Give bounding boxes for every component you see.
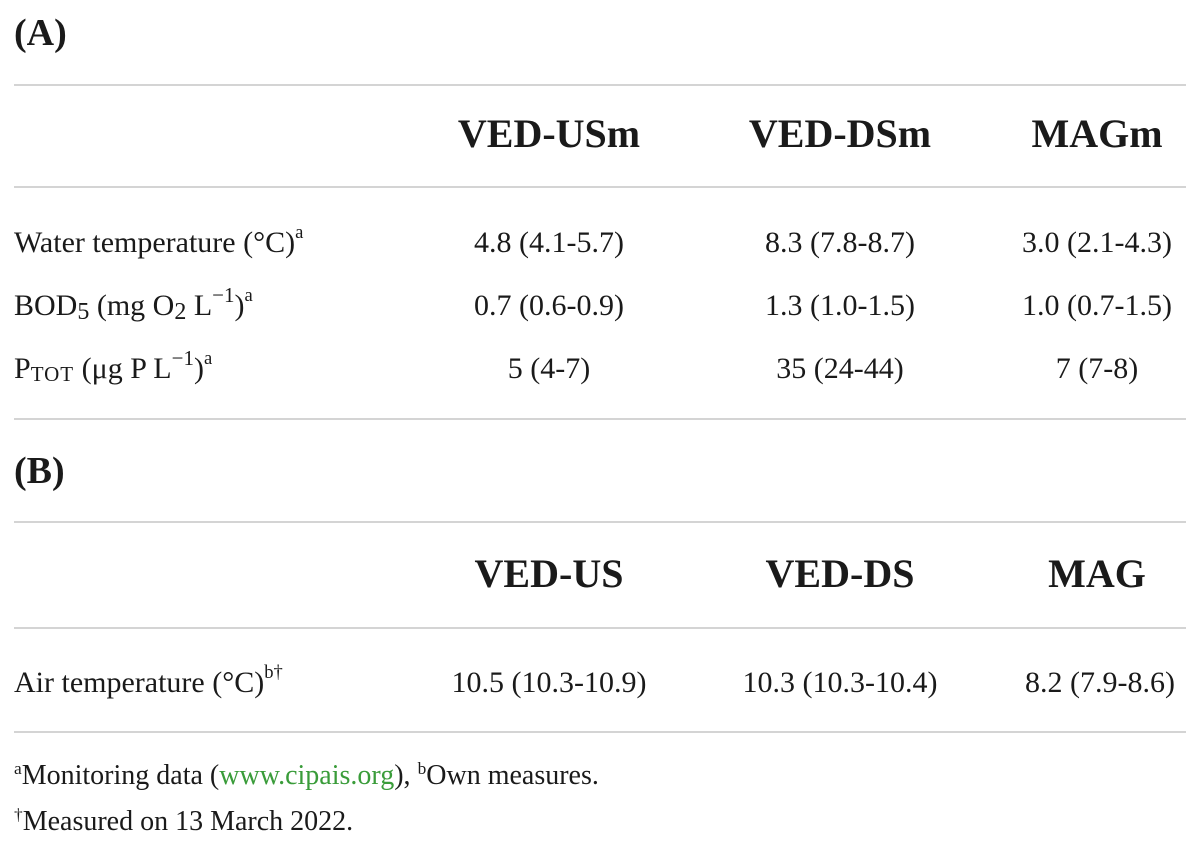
divider: [14, 418, 1186, 420]
divider: [14, 521, 1186, 523]
table-cell: 35 (24-44): [776, 352, 904, 385]
table-a-header-row: VED-USm VED-DSm MAGm: [14, 108, 1186, 158]
divider: [14, 186, 1186, 188]
table-cell: 8.3 (7.8-8.7): [765, 226, 915, 259]
table-row-water-temperature: Water temperature (°C) a 4.8 (4.1-5.7) 8.…: [14, 218, 1186, 268]
table-cell: 4.8 (4.1-5.7): [474, 226, 624, 259]
divider: [14, 627, 1186, 629]
table-cell: 1.0 (0.7-1.5): [1022, 289, 1172, 322]
table-cell: 7 (7-8): [1055, 352, 1139, 385]
table-row-ptot: P TOT (μg P L −1) a 5 (4-7) 35 (24-44) 7 (7…: [14, 344, 1186, 394]
table-b-header-row: VED-US VED-DS MAG: [14, 548, 1186, 598]
column-header-ved-ds: VED-DS: [765, 550, 915, 596]
cipais-link[interactable]: www.cipais.org: [219, 760, 395, 791]
row-label-air-temperature: Air temperature (°C) b†: [14, 661, 283, 699]
column-header-magm: MAGm: [1031, 110, 1163, 156]
table-cell: 5 (4-7): [507, 352, 591, 385]
table-cell: 10.3 (10.3-10.4): [742, 666, 938, 699]
section-a-label: (A): [14, 12, 67, 54]
row-label-ptot: P TOT (μg P L −1) a: [14, 346, 213, 386]
section-b-label: (B): [14, 450, 65, 492]
column-header-ved-us: VED-US: [474, 550, 624, 596]
column-header-ved-dsm: VED-DSm: [748, 110, 932, 156]
column-header-ved-usm: VED-USm: [457, 110, 641, 156]
footnote-measured-date: †Measured on 13 March 2022.: [14, 805, 354, 837]
table-row-air-temperature: Air temperature (°C) b† 10.5 (10.3-10.9) …: [14, 658, 1186, 708]
footnote-sources: aMonitoring data (www.cipais.org), bOwn …: [14, 759, 599, 791]
table-cell: 8.2 (7.9-8.6): [1025, 666, 1175, 699]
table-cell: 10.5 (10.3-10.9): [451, 666, 647, 699]
divider: [14, 84, 1186, 86]
table-cell: 1.3 (1.0-1.5): [765, 289, 915, 322]
divider: [14, 731, 1186, 733]
column-header-mag: MAG: [1048, 550, 1146, 596]
table-cell: 3.0 (2.1-4.3): [1022, 226, 1172, 259]
table-cell: 0.7 (0.6-0.9): [474, 289, 624, 322]
row-label-water-temperature: Water temperature (°C) a: [14, 221, 304, 259]
